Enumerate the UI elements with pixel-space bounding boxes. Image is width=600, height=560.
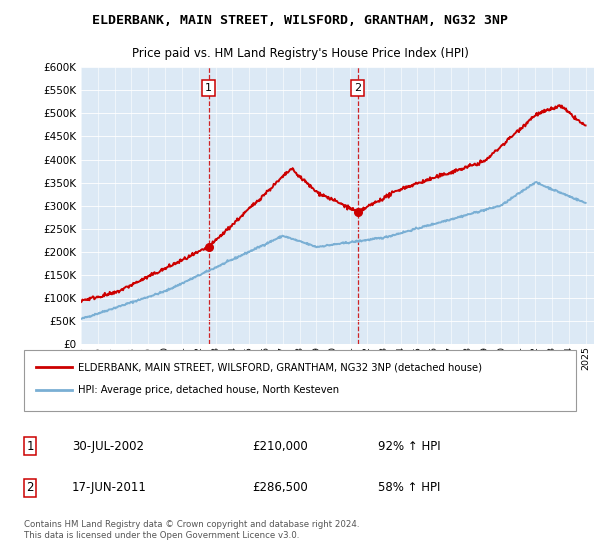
- Bar: [24, 351, 576, 411]
- Text: 58% ↑ HPI: 58% ↑ HPI: [378, 481, 440, 494]
- Text: 30-JUL-2002: 30-JUL-2002: [72, 440, 144, 452]
- Text: 2: 2: [26, 481, 34, 494]
- Text: HPI: Average price, detached house, North Kesteven: HPI: Average price, detached house, Nort…: [78, 385, 339, 395]
- Text: 1: 1: [26, 440, 34, 452]
- Text: £286,500: £286,500: [252, 481, 308, 494]
- Text: £210,000: £210,000: [252, 440, 308, 452]
- Text: Contains HM Land Registry data © Crown copyright and database right 2024.
This d: Contains HM Land Registry data © Crown c…: [24, 520, 359, 539]
- Text: ELDERBANK, MAIN STREET, WILSFORD, GRANTHAM, NG32 3NP (detached house): ELDERBANK, MAIN STREET, WILSFORD, GRANTH…: [78, 362, 482, 372]
- Text: Price paid vs. HM Land Registry's House Price Index (HPI): Price paid vs. HM Land Registry's House …: [131, 46, 469, 59]
- Text: 92% ↑ HPI: 92% ↑ HPI: [378, 440, 440, 452]
- Text: 2: 2: [354, 83, 361, 93]
- Text: 17-JUN-2011: 17-JUN-2011: [72, 481, 147, 494]
- Text: 1: 1: [205, 83, 212, 93]
- Text: ELDERBANK, MAIN STREET, WILSFORD, GRANTHAM, NG32 3NP: ELDERBANK, MAIN STREET, WILSFORD, GRANTH…: [92, 15, 508, 27]
